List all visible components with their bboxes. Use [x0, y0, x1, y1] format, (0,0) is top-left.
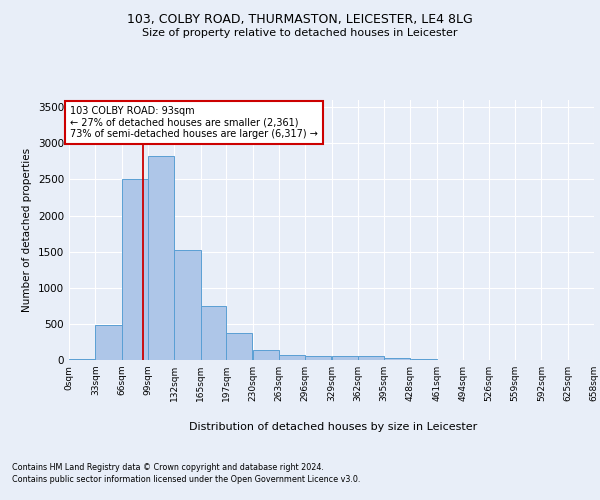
Bar	[410, 358, 437, 360]
Bar	[358, 356, 384, 360]
Bar	[226, 332, 253, 360]
Bar	[148, 156, 174, 360]
Text: 103 COLBY ROAD: 93sqm
← 27% of detached houses are smaller (2,361)
73% of semi-d: 103 COLBY ROAD: 93sqm ← 27% of detached …	[70, 106, 317, 139]
Bar	[175, 250, 200, 360]
Text: Distribution of detached houses by size in Leicester: Distribution of detached houses by size …	[189, 422, 477, 432]
Bar	[201, 306, 226, 360]
Text: 103, COLBY ROAD, THURMASTON, LEICESTER, LE4 8LG: 103, COLBY ROAD, THURMASTON, LEICESTER, …	[127, 12, 473, 26]
Bar	[95, 326, 122, 360]
Bar	[69, 358, 95, 360]
Text: Contains HM Land Registry data © Crown copyright and database right 2024.: Contains HM Land Registry data © Crown c…	[12, 464, 324, 472]
Bar	[384, 358, 410, 360]
Y-axis label: Number of detached properties: Number of detached properties	[22, 148, 32, 312]
Bar	[122, 180, 148, 360]
Text: Size of property relative to detached houses in Leicester: Size of property relative to detached ho…	[142, 28, 458, 38]
Bar	[305, 356, 331, 360]
Bar	[332, 356, 358, 360]
Text: Contains public sector information licensed under the Open Government Licence v3: Contains public sector information licen…	[12, 474, 361, 484]
Bar	[279, 355, 305, 360]
Bar	[253, 350, 279, 360]
